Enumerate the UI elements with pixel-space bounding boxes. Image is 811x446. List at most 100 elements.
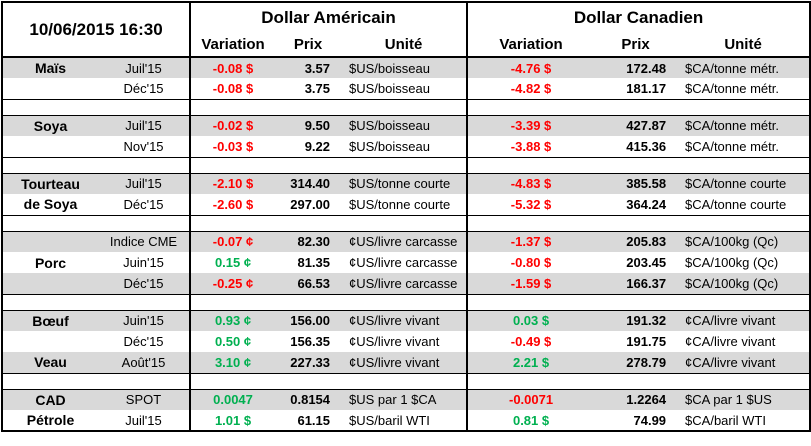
ca-price-cell: 172.48 (594, 57, 678, 78)
ca-unit-cell: $CA/100kg (Qc) (677, 231, 811, 252)
us-price-cell: 0.8154 (275, 389, 342, 410)
table-body: Maïs Juil'15 -0.08 $3.57 $US/boisseau -4.76 … (2, 57, 811, 431)
us-price-cell: 81.35 (297, 255, 331, 270)
ca-variation-cell: -4.83 $ (467, 173, 595, 194)
us-price-cell: 9.22 (304, 138, 331, 154)
ca-price-cell: 427.87 (594, 115, 678, 136)
spacer-cell (190, 156, 469, 174)
section-spacer-row (2, 293, 811, 311)
us-price-cell: 61.15 (297, 412, 331, 428)
us-price-cell: 297.00 (290, 196, 331, 212)
us-variation-cell: -0.03 $ (212, 138, 254, 154)
us-unit-cell: ¢US/livre vivant (341, 352, 469, 373)
ca-price-cell: 191.75 (626, 334, 667, 349)
table-row: Indice CME -0.07 ¢ 82.30 ¢US/livre carcasse… (2, 231, 811, 252)
contract-month-cell: Déc'15 (98, 273, 192, 294)
us-variation-header: Variation (190, 32, 276, 58)
commodity-name-cell (2, 136, 98, 157)
us-unit-cell: $US/tonne courte (341, 194, 469, 215)
ca-variation-cell: -5.32 $ (510, 196, 552, 212)
ca-prix-header: Prix (594, 32, 678, 58)
us-unite-header: Unité (341, 32, 469, 58)
ca-variation-cell: -0.49 $ (510, 334, 552, 349)
spacer-cell (190, 98, 469, 116)
ca-unit-cell: $CA/100kg (Qc) (677, 273, 811, 294)
table-row: Tourteau Juil'15 -2.10 $314.40 $US/tonne co… (2, 173, 811, 194)
ca-unite-header: Unité (677, 32, 811, 58)
ca-price-cell: 166.37 (594, 273, 678, 294)
us-unit-cell: $US/boisseau (341, 136, 469, 157)
ca-variation-cell: 0.81 $ (512, 412, 550, 428)
table-row: Déc'15 -0.25 ¢ 66.53 ¢US/livre carcasse -1.5… (2, 273, 811, 294)
us-variation-cell: 0.93 ¢ (190, 310, 276, 331)
us-unit-cell: ¢US/livre carcasse (341, 252, 469, 273)
spacer-cell (467, 98, 811, 116)
us-unit-cell: ¢US/livre carcasse (341, 231, 469, 252)
us-price-cell: 3.57 (275, 57, 342, 78)
us-variation-cell: -2.60 $ (212, 196, 254, 212)
us-unit-cell: $US/boisseau (341, 115, 469, 136)
ca-variation-cell: -1.37 $ (467, 231, 595, 252)
ca-unit-cell: ¢CA/livre vivant (677, 352, 811, 373)
spacer-cell (467, 156, 811, 174)
spacer-cell (190, 214, 469, 232)
ca-unit-cell: $CA/tonne métr. (685, 80, 779, 96)
table-row: Déc'15 0.50 ¢ 156.35 ¢US/livre vivant -0.49 … (2, 331, 810, 352)
ca-unit-cell: $CA/tonne métr. (677, 57, 811, 78)
us-unit-cell: $US/boisseau (341, 57, 469, 78)
ca-price-cell: 203.45 (626, 255, 667, 270)
commodity-name-cell: Veau (2, 352, 98, 373)
commodity-name-cell: Bœuf (2, 310, 98, 331)
spacer-cell (2, 156, 192, 174)
ca-variation-header: Variation (467, 32, 595, 58)
ca-price-cell: 205.83 (594, 231, 678, 252)
table-row: Pétrole Juil'15 1.01 $ 61.15 $US/baril WTI 0.… (2, 410, 810, 431)
us-unit-cell: ¢US/livre vivant (341, 310, 469, 331)
contract-month-cell: Nov'15 (98, 136, 192, 157)
us-variation-cell: 1.01 $ (214, 412, 252, 428)
us-variation-cell: 0.50 ¢ (214, 334, 252, 349)
ca-variation-cell: -4.82 $ (510, 80, 552, 96)
commodity-name-cell: Maïs (2, 57, 98, 78)
commodity-name-cell (2, 231, 98, 252)
spacer-cell (190, 293, 469, 311)
ca-variation-cell: 0.03 $ (467, 310, 595, 331)
us-price-cell: 156.00 (275, 310, 342, 331)
us-variation-cell: 3.10 ¢ (190, 352, 276, 373)
table-row: Nov'15 -0.03 $ 9.22 $US/boisseau -3.88 $ 415.… (2, 136, 810, 157)
us-dollar-block-title: Dollar Américain (190, 2, 469, 32)
ca-variation-cell: 2.21 $ (467, 352, 595, 373)
us-variation-cell: 0.15 ¢ (214, 255, 252, 270)
us-price-cell: 156.35 (290, 334, 331, 349)
us-unit-cell: $US/boisseau (341, 78, 469, 99)
spacer-cell (2, 98, 192, 116)
ca-unit-cell: $CA/100kg (Qc) (685, 255, 779, 270)
ca-variation-cell: -0.80 $ (510, 255, 552, 270)
spacer-cell (2, 372, 192, 390)
us-price-cell: 3.75 (304, 80, 331, 96)
ca-dollar-block-title: Dollar Canadien (573, 7, 704, 27)
spacer-cell (467, 214, 811, 232)
contract-month-cell: Juil'15 (98, 173, 192, 194)
section-spacer-row (2, 156, 811, 174)
ca-unit-cell: ¢CA/livre vivant (685, 334, 776, 349)
us-variation-cell: -2.10 $ (190, 173, 276, 194)
us-price-cell: 82.30 (275, 231, 342, 252)
contract-month-cell: Juil'15 (98, 410, 192, 431)
ca-unit-cell: $CA/baril WTI (685, 412, 766, 428)
us-variation-cell: -0.25 ¢ (190, 273, 276, 294)
us-unit-cell: ¢US/livre carcasse (341, 273, 469, 294)
ca-price-cell: 385.58 (594, 173, 678, 194)
contract-month-cell: Déc'15 (98, 194, 192, 215)
us-prix-header: Prix (275, 32, 342, 58)
ca-price-cell: 74.99 (633, 412, 667, 428)
us-unit-cell: $US par 1 $CA (341, 389, 469, 410)
commodity-name-cell: CAD (2, 389, 98, 410)
commodity-name-cell: Porc (34, 254, 67, 271)
ca-variation-cell: -0.0071 (467, 389, 595, 410)
us-unit-cell: $US/tonne courte (341, 173, 469, 194)
table-row: Bœuf Juin'15 0.93 ¢ 156.00 ¢US/livre vivant 0… (2, 310, 811, 331)
table-row: Veau Août'15 3.10 ¢ 227.33 ¢US/livre vivant 2… (2, 352, 811, 373)
spacer-cell (190, 372, 469, 390)
contract-month-cell: Juil'15 (98, 57, 192, 78)
